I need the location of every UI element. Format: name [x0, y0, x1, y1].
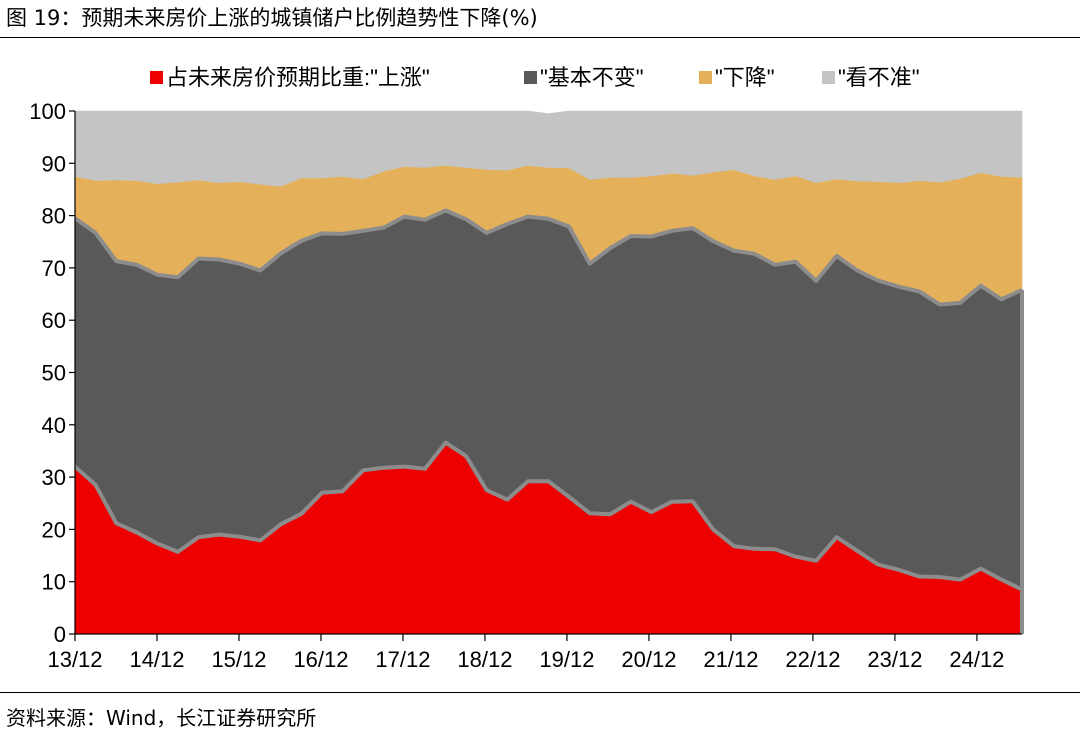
y-tick-label: 100 — [29, 99, 66, 124]
series-areas — [74, 110, 1023, 635]
x-tick-label: 13/12 — [47, 647, 102, 672]
x-tick-label: 21/12 — [703, 647, 758, 672]
x-tick-label: 24/12 — [949, 647, 1004, 672]
y-tick-label: 60 — [42, 308, 66, 333]
figure-title: 图 19：预期未来房价上涨的城镇储户比例趋势性下降(%) — [6, 6, 538, 30]
x-tick-label: 15/12 — [211, 647, 266, 672]
boundary-line-up — [73, 440, 1023, 592]
legend-swatch-flat — [524, 71, 537, 84]
y-tick-label: 50 — [42, 361, 66, 386]
y-tick-label: 40 — [42, 413, 66, 438]
axes: 0 10 20 30 40 50 60 70 80 90 100 13/12 14/12 15/12 16/… — [29, 99, 1022, 672]
x-tick-label: 18/12 — [457, 647, 512, 672]
legend-swatch-up — [150, 71, 163, 84]
bottom-rule — [0, 692, 1080, 693]
top-rule — [0, 37, 1080, 38]
y-tick-label: 90 — [42, 151, 66, 176]
y-tick-label: 10 — [42, 570, 66, 595]
area-unsure — [74, 110, 1023, 187]
x-tick-label: 14/12 — [129, 647, 184, 672]
x-tick-label: 23/12 — [867, 647, 922, 672]
y-tick-label: 0 — [54, 622, 66, 647]
legend-label-down: "下降" — [715, 65, 775, 90]
legend-swatch-unsure — [822, 71, 835, 84]
source-note: 资料来源：Wind，长江证券研究所 — [6, 706, 317, 730]
y-tick-label: 70 — [42, 256, 66, 281]
y-tick-label: 80 — [42, 204, 66, 229]
x-tick-label: 17/12 — [375, 647, 430, 672]
series-boundaries — [73, 208, 1024, 634]
x-tick-label: 19/12 — [539, 647, 594, 672]
y-tick-label: 20 — [42, 517, 66, 542]
legend-label-up: 占未来房价预期比重:"上涨" — [166, 65, 430, 90]
x-tick-label: 20/12 — [621, 647, 676, 672]
stacked-area-chart: 0 10 20 30 40 50 60 70 80 90 100 13/12 14/12 15/12 16/… — [29, 65, 1024, 672]
x-tick-label: 22/12 — [785, 647, 840, 672]
legend-label-flat: "基本不变" — [540, 65, 644, 90]
legend-label-unsure: "看不准" — [838, 65, 920, 90]
boundary-line-flat — [73, 208, 1023, 307]
y-tick-label: 30 — [42, 465, 66, 490]
x-tick-label: 16/12 — [293, 647, 348, 672]
legend-swatch-down — [699, 71, 712, 84]
legend: 占未来房价预期比重:"上涨" "基本不变" "下降" "看不准" — [150, 65, 920, 90]
